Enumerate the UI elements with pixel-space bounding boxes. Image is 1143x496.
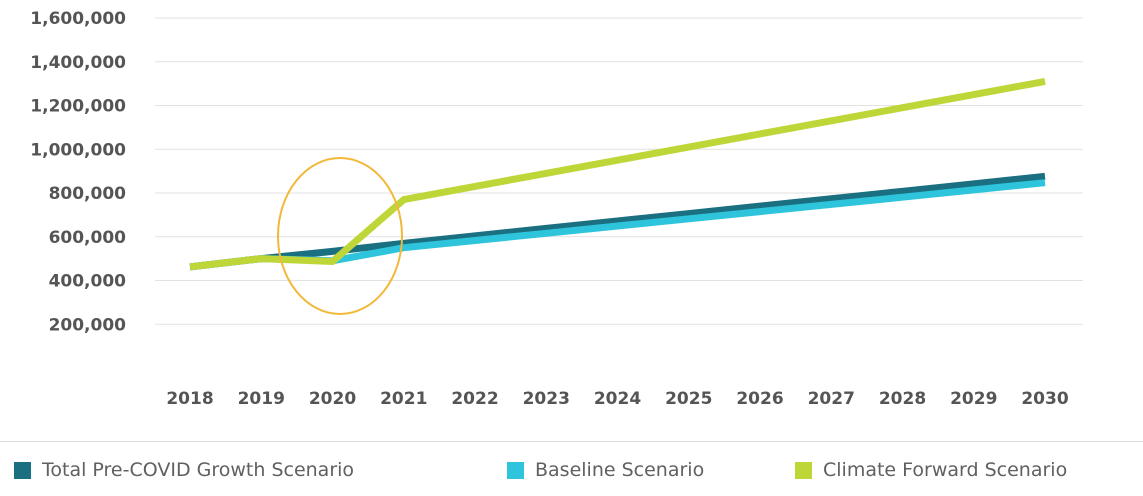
legend-swatch [795,461,812,479]
x-tick-label: 2028 [879,389,926,409]
legend: Total Pre-COVID Growth Scenario Baseline… [0,441,1143,496]
y-axis-ticks: 200,000 400,000 600,000 800,000 1,000,000 1,2… [30,9,126,335]
series-line-0 [189,172,1046,271]
y-tick-label: 1,400,000 [30,53,126,73]
x-tick-label: 2022 [451,389,498,409]
legend-item-baseline: Baseline Scenario [507,458,704,482]
y-tick-label: 1,000,000 [30,140,126,160]
x-tick-label: 2024 [594,389,641,409]
legend-label: Climate Forward Scenario [823,459,1068,481]
x-tick-label: 2018 [166,389,213,409]
y-tick-label: 600,000 [49,228,127,248]
gridlines [155,17,1083,325]
legend-swatch [14,461,31,479]
y-tick-label: 200,000 [49,315,127,335]
y-tick-label: 1,600,000 [30,9,126,29]
y-tick-label: 1,200,000 [30,97,126,117]
x-tick-label: 2021 [380,389,427,409]
line-chart: 200,000 400,000 600,000 800,000 1,000,000 1,2… [30,9,1083,409]
x-tick-label: 2019 [238,389,285,409]
x-tick-label: 2026 [736,389,783,409]
legend-item-total-pre-covid: Total Pre-COVID Growth Scenario [14,458,354,482]
legend-swatch [507,461,524,479]
y-tick-label: 800,000 [49,184,127,204]
x-tick-label: 2023 [523,389,570,409]
x-tick-label: 2027 [808,389,855,409]
x-axis-ticks: 2018 2019 2020 2021 2022 2023 2024 2025 2026 2027… [166,389,1068,409]
highlight-ellipse [277,157,403,315]
legend-label: Baseline Scenario [535,459,705,481]
x-tick-label: 2020 [309,389,356,409]
x-tick-label: 2025 [665,389,712,409]
legend-item-climate-forward: Climate Forward Scenario [795,458,1067,482]
series-lines [189,77,1046,271]
y-tick-label: 400,000 [49,272,127,292]
x-tick-label: 2029 [950,389,997,409]
legend-label: Total Pre-COVID Growth Scenario [42,459,355,481]
series-line-2 [189,77,1046,271]
x-tick-label: 2030 [1021,389,1068,409]
